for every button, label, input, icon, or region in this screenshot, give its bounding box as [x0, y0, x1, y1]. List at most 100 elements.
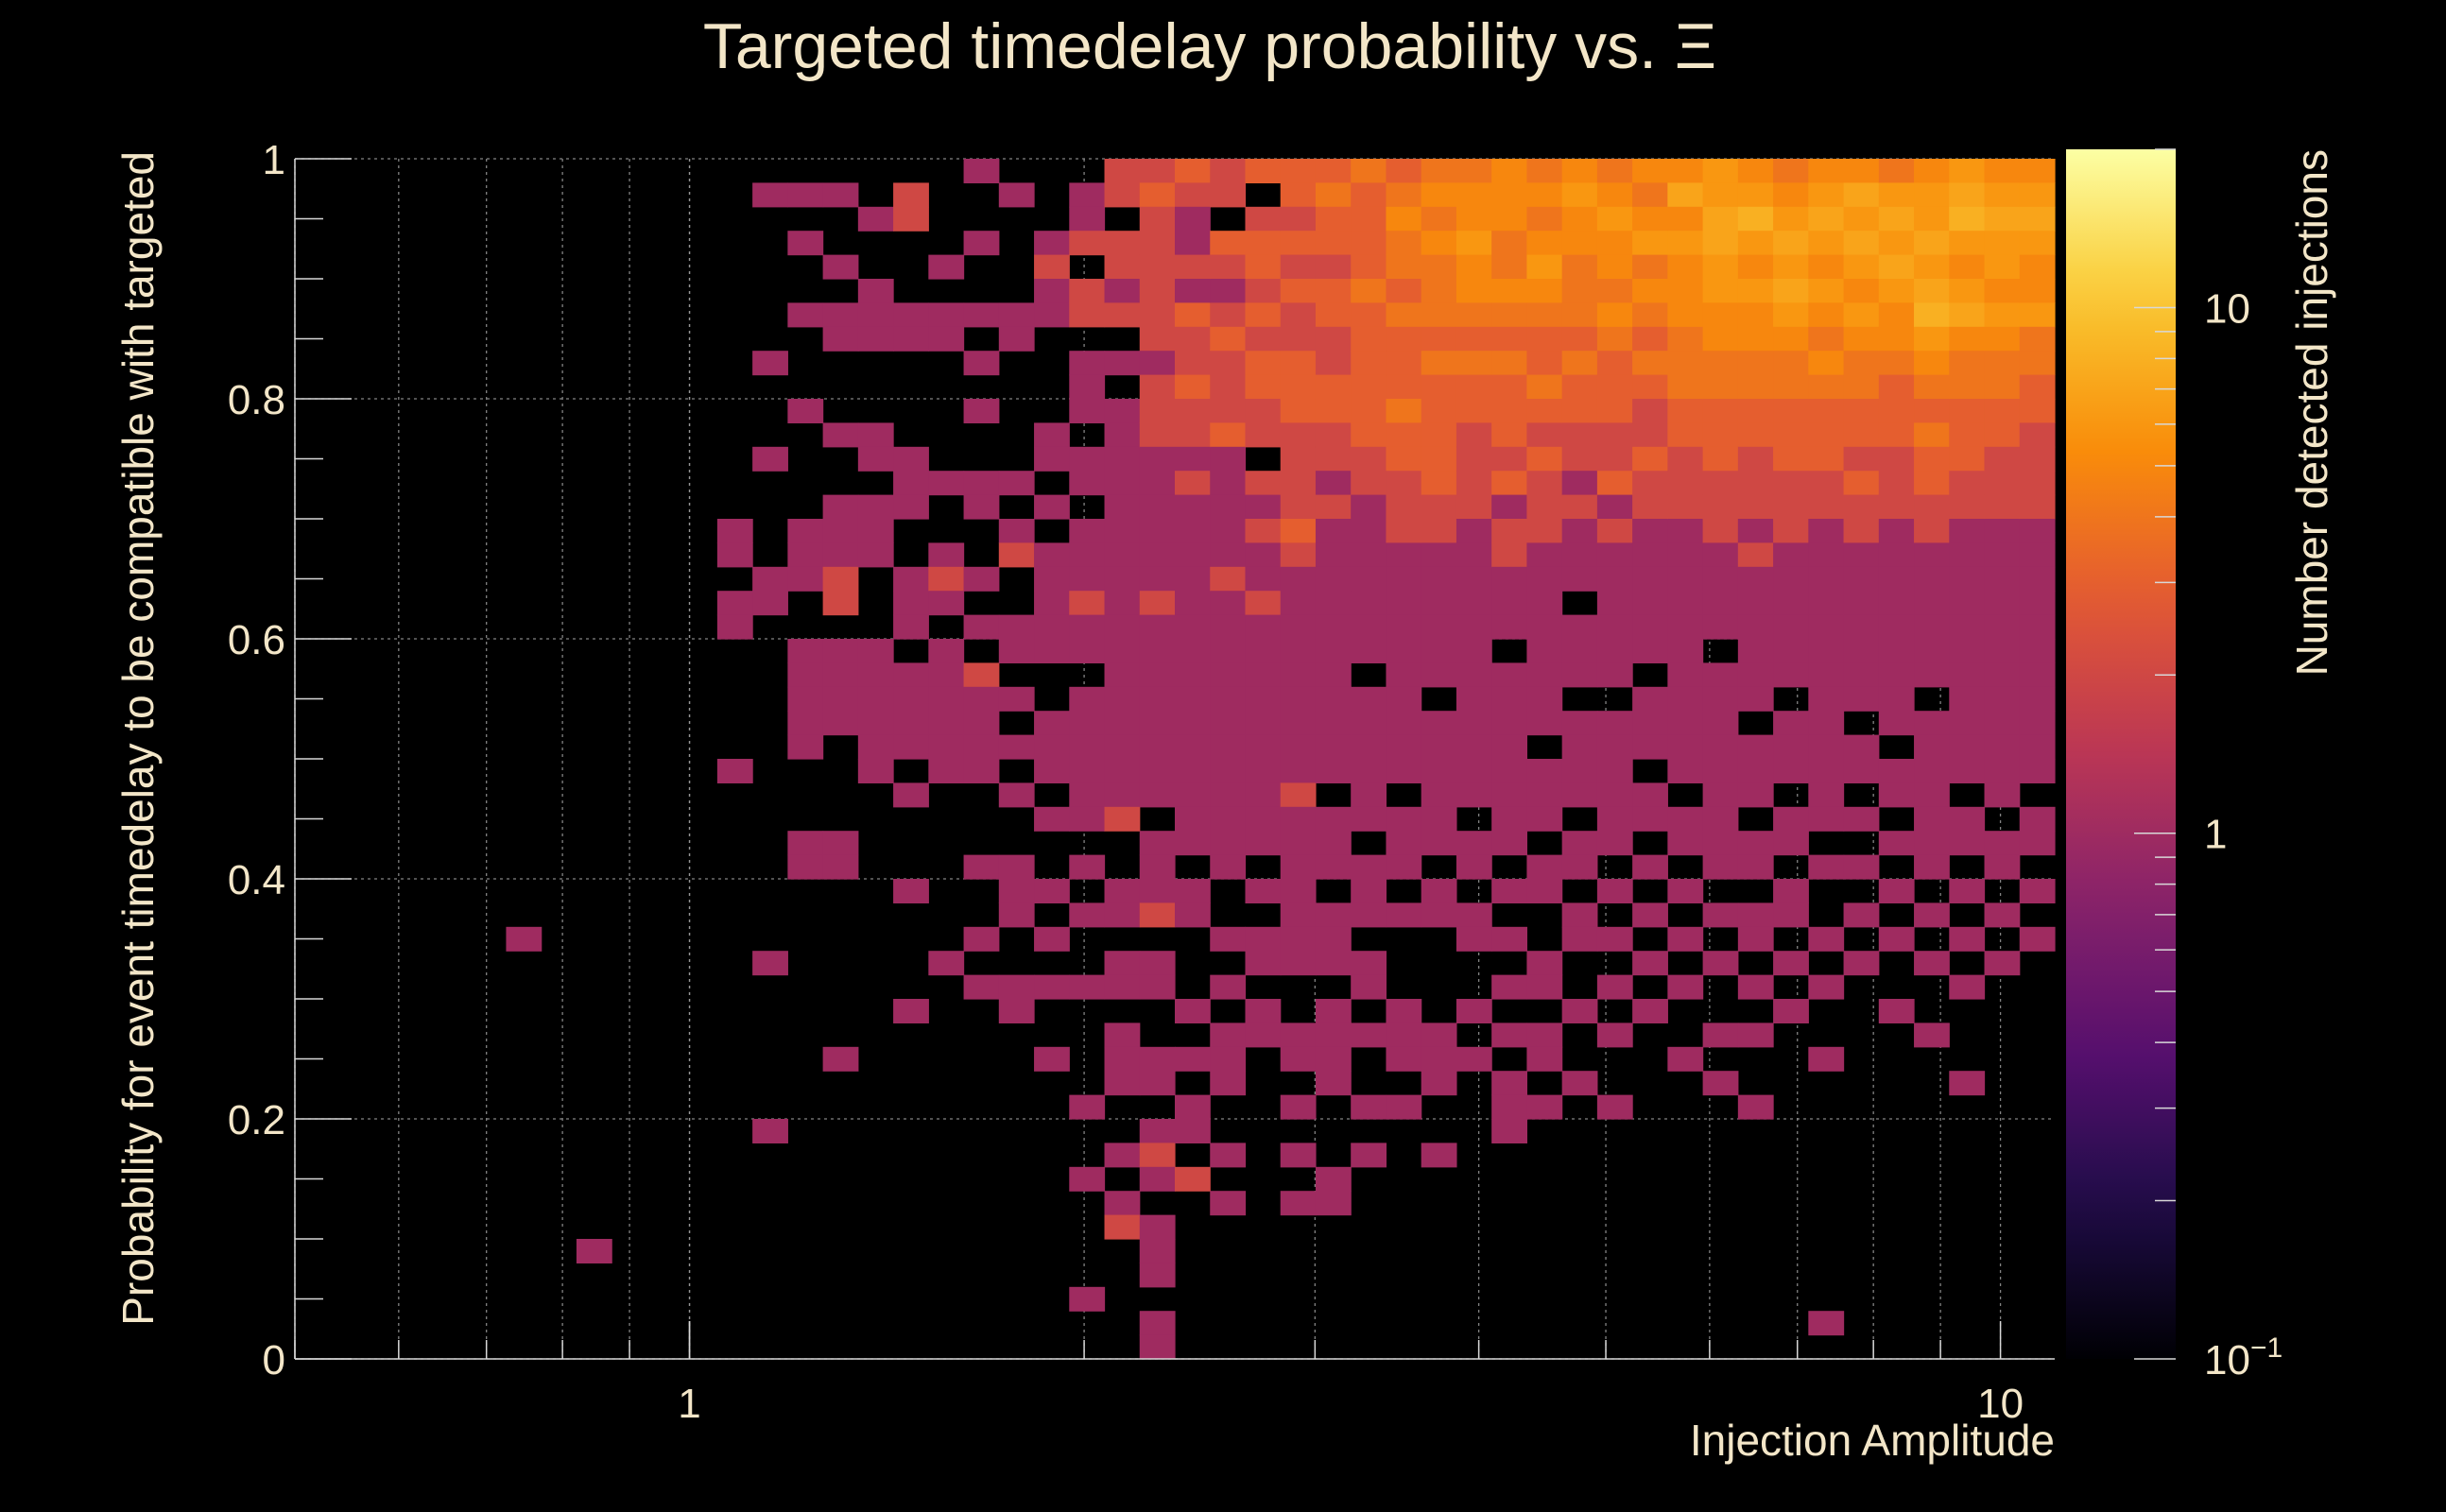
heatmap-cell	[1351, 326, 1387, 352]
heatmap-cell	[1949, 879, 1986, 903]
heatmap-cell	[1210, 231, 1247, 256]
heatmap-cell	[1843, 446, 1880, 472]
heatmap-cell	[1667, 662, 1704, 688]
heatmap-cell	[1386, 206, 1422, 232]
heatmap-cell	[1878, 374, 1915, 400]
heatmap-cell	[1315, 471, 1352, 496]
heatmap-cell	[1456, 302, 1492, 328]
heatmap-cell	[998, 614, 1035, 640]
heatmap-cell	[1175, 686, 1211, 712]
heatmap-cell	[1280, 734, 1317, 760]
heatmap-cell	[1386, 1022, 1422, 1048]
heatmap-cell	[1878, 494, 1915, 520]
heatmap-cell	[1315, 159, 1352, 183]
heatmap-cell	[998, 326, 1035, 352]
heatmap-cell	[1526, 1046, 1563, 1072]
heatmap-cell	[1421, 902, 1457, 928]
heatmap-cell	[1491, 206, 1527, 232]
heatmap-cell	[1773, 159, 1809, 183]
heatmap-cell	[1561, 519, 1598, 543]
heatmap-cell	[1351, 591, 1387, 616]
heatmap-cell	[1139, 1166, 1176, 1192]
heatmap-cell	[1667, 182, 1704, 208]
heatmap-cell	[1843, 159, 1880, 183]
heatmap-cell	[1386, 519, 1422, 543]
heatmap-cell	[1632, 422, 1668, 448]
heatmap-cell	[1139, 662, 1176, 688]
heatmap-cell	[1139, 734, 1176, 760]
heatmap-cell	[1456, 206, 1492, 232]
heatmap-cell	[928, 951, 965, 976]
heatmap-cell	[893, 879, 929, 903]
heatmap-cell	[963, 711, 1000, 736]
heatmap-cell	[1808, 182, 1845, 208]
heatmap-cell	[1632, 854, 1668, 880]
heatmap-cell	[1245, 759, 1282, 783]
heatmap-cell	[752, 951, 788, 976]
heatmap-cell	[1878, 446, 1915, 472]
heatmap-cell	[1034, 734, 1070, 760]
heatmap-cell	[1702, 519, 1739, 543]
heatmap-cell	[1914, 446, 1950, 472]
heatmap-cell	[1632, 542, 1668, 568]
heatmap-cell	[1139, 639, 1176, 663]
heatmap-cell	[1456, 446, 1492, 472]
heatmap-cell	[1561, 182, 1598, 208]
heatmap-cell	[1139, 879, 1176, 903]
heatmap-cell	[1843, 471, 1880, 496]
heatmap-cell	[1175, 711, 1211, 736]
heatmap-cell	[1245, 951, 1282, 976]
heatmap-cell	[1315, 686, 1352, 712]
heatmap-cell	[1632, 902, 1668, 928]
heatmap-cell	[1596, 206, 1633, 232]
heatmap-cell	[1139, 1071, 1176, 1096]
heatmap-cell	[1526, 302, 1563, 328]
colorbar-gradient	[2066, 149, 2176, 1359]
heatmap-cell	[1808, 662, 1845, 688]
heatmap-cell	[1949, 519, 1986, 543]
heatmap-cell	[1315, 182, 1352, 208]
heatmap-cell	[1386, 662, 1422, 688]
heatmap-cell	[1878, 999, 1915, 1023]
heatmap-cell	[1984, 591, 2021, 616]
heatmap-cell	[1139, 591, 1176, 616]
heatmap-cell	[1737, 974, 1774, 1000]
heatmap-cell	[1139, 902, 1176, 928]
heatmap-cell	[1386, 374, 1422, 400]
heatmap-cell	[1456, 399, 1492, 423]
heatmap-cell	[2019, 879, 2056, 903]
heatmap-cell	[1491, 446, 1527, 472]
heatmap-cell	[1843, 614, 1880, 640]
heatmap-cell	[1526, 494, 1563, 520]
heatmap-cell	[1878, 159, 1915, 183]
heatmap-cell	[1280, 231, 1317, 256]
heatmap-cell	[1421, 422, 1457, 448]
heatmap-cell	[1069, 519, 1106, 543]
heatmap-cell	[1421, 759, 1457, 783]
heatmap-cell	[1315, 231, 1352, 256]
heatmap-cell	[1456, 471, 1492, 496]
heatmap-cell	[2019, 759, 2056, 783]
heatmap-cell	[1561, 999, 1598, 1023]
heatmap-cell	[1561, 231, 1598, 256]
heatmap-cell	[1139, 351, 1176, 376]
heatmap-cell	[1737, 854, 1774, 880]
heatmap-cell	[1843, 519, 1880, 543]
heatmap-cell	[1667, 711, 1704, 736]
heatmap-cell	[1596, 734, 1633, 760]
heatmap-cell	[1491, 182, 1527, 208]
heatmap-cell	[1175, 422, 1211, 448]
heatmap-cell	[1949, 471, 1986, 496]
colorbar-tick-label: 1	[2204, 812, 2227, 858]
heatmap-cell	[1456, 926, 1492, 952]
heatmap-cell	[787, 519, 824, 543]
heatmap-cell	[1069, 974, 1106, 1000]
heatmap-cell	[1351, 806, 1387, 832]
heatmap-cell	[1808, 494, 1845, 520]
heatmap-cell	[1878, 686, 1915, 712]
heatmap-cell	[998, 182, 1035, 208]
heatmap-cell	[1526, 351, 1563, 376]
heatmap-cell	[1914, 159, 1950, 183]
heatmap-cell	[1315, 519, 1352, 543]
heatmap-cell	[1773, 399, 1809, 423]
